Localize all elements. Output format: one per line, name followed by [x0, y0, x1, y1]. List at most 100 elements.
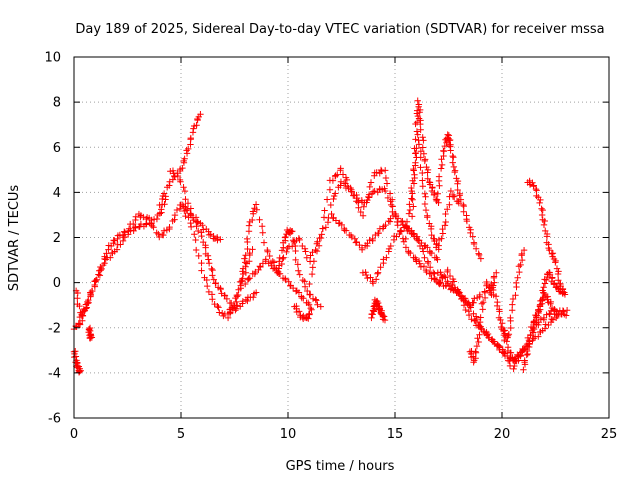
data-point: [233, 291, 241, 299]
data-point: [242, 252, 249, 259]
data-point: [171, 173, 179, 180]
data-point: [547, 300, 554, 307]
data-point: [159, 195, 166, 203]
data-point: [184, 206, 191, 214]
data-point: [425, 259, 432, 267]
data-point: [192, 246, 200, 254]
data-point: [292, 247, 299, 255]
data-point: [398, 228, 405, 235]
data-point: [305, 315, 312, 322]
data-point: [328, 210, 335, 218]
data-point: [241, 259, 249, 266]
data-point: [187, 205, 195, 212]
data-point: [384, 194, 392, 202]
series-arc-20: [434, 269, 528, 373]
data-point: [501, 352, 509, 360]
axes: 0 5 10 15 20 25 -6 -4 -2 0 2 4 6 8 10: [44, 51, 617, 443]
data-point: [160, 190, 168, 197]
data-point: [413, 128, 421, 135]
data-point: [362, 269, 369, 276]
data-point: [359, 212, 367, 219]
data-point: [351, 235, 359, 242]
data-point: [302, 248, 309, 255]
data-point: [183, 147, 190, 154]
data-point: [292, 288, 300, 295]
data-point: [184, 200, 192, 207]
data-point: [537, 315, 544, 323]
data-point: [516, 351, 524, 359]
data-point: [166, 223, 173, 231]
data-point: [547, 307, 555, 314]
data-point: [538, 205, 545, 212]
series-arc-11: [291, 302, 315, 323]
data-point: [260, 239, 268, 246]
data-point: [510, 365, 517, 373]
data-point: [437, 165, 445, 172]
data-point: [463, 217, 471, 225]
data-point: [499, 349, 507, 356]
data-point: [187, 134, 195, 142]
data-point: [330, 195, 337, 203]
data-point: [526, 338, 533, 345]
data-point: [515, 262, 523, 270]
data-point: [475, 251, 483, 259]
data-point: [419, 245, 426, 252]
data-point: [462, 306, 469, 314]
data-point: [527, 331, 534, 339]
y-tick-label: -2: [48, 321, 61, 336]
data-point: [417, 148, 425, 155]
data-point: [507, 324, 514, 332]
data-point: [452, 286, 459, 293]
data-point: [435, 173, 443, 180]
data-point: [249, 208, 257, 215]
data-point: [110, 237, 117, 244]
data-point: [230, 302, 238, 310]
data-point: [460, 201, 467, 209]
data-point: [204, 282, 211, 290]
data-point: [412, 162, 419, 169]
data-point: [421, 157, 428, 165]
data-point: [403, 218, 411, 225]
data-point: [498, 320, 506, 327]
data-point: [493, 269, 500, 276]
data-point: [434, 190, 441, 197]
data-point: [440, 147, 447, 154]
data-point: [422, 206, 430, 214]
data-point: [455, 289, 462, 297]
data-point: [467, 304, 474, 311]
data-point: [228, 299, 235, 307]
data-point: [314, 301, 321, 308]
data-point: [193, 223, 200, 230]
data-point: [442, 274, 449, 281]
data-point: [560, 308, 567, 315]
data-point: [375, 229, 382, 237]
series-arc-13: [327, 178, 441, 263]
data-point: [355, 204, 362, 211]
data-point: [345, 185, 352, 192]
data-point: [507, 314, 514, 322]
data-point: [402, 235, 409, 243]
data-point: [446, 137, 453, 144]
data-point: [185, 214, 192, 221]
data-point: [367, 274, 374, 281]
data-point: [382, 221, 389, 229]
data-point: [509, 301, 516, 308]
data-point: [72, 348, 79, 355]
data-point: [374, 270, 381, 278]
data-point: [313, 297, 320, 304]
data-point: [530, 325, 538, 333]
data-point: [543, 233, 551, 240]
data-point: [243, 235, 251, 243]
data-point: [323, 196, 331, 203]
data-point: [427, 225, 435, 233]
y-tick-label: 0: [53, 276, 61, 291]
data-point: [214, 302, 221, 310]
data-point: [161, 200, 168, 208]
data-point: [353, 238, 360, 246]
data-point: [540, 314, 548, 322]
series-arc-15: [368, 296, 389, 324]
data-point: [300, 295, 307, 302]
data-point: [413, 145, 420, 152]
data-point: [411, 171, 418, 178]
data-point: [209, 296, 216, 303]
